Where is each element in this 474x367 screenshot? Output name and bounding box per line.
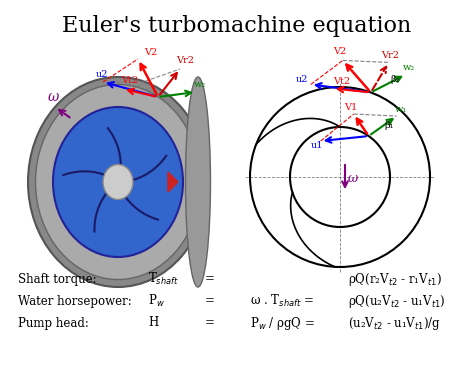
Text: Vr2: Vr2 [176,56,194,65]
Text: (u₂V$_{t2}$ - u₁V$_{t1}$)/g: (u₂V$_{t2}$ - u₁V$_{t1}$)/g [348,315,441,331]
Text: V2: V2 [333,47,346,57]
Text: ω: ω [348,172,358,185]
Ellipse shape [103,164,133,200]
Text: =: = [205,273,215,286]
Text: P$_w$ / ρgQ =: P$_w$ / ρgQ = [250,315,315,331]
Ellipse shape [53,107,183,257]
Ellipse shape [28,77,208,287]
Ellipse shape [185,77,210,287]
Text: ω: ω [48,90,59,104]
Text: P$_w$: P$_w$ [148,293,165,309]
Text: Pump head:: Pump head: [18,316,89,330]
Text: u2: u2 [96,70,109,79]
Text: =: = [205,294,215,308]
Text: w₂: w₂ [403,63,415,72]
Text: H: H [148,316,158,330]
Text: ρQ(u₂V$_{t2}$ - u₁V$_{t1}$): ρQ(u₂V$_{t2}$ - u₁V$_{t1}$) [348,292,446,309]
Text: ω . T$_{shaft}$ =: ω . T$_{shaft}$ = [250,293,314,309]
Text: β₂: β₂ [391,76,400,84]
Text: ρQ(r₂V$_{t2}$ - r₁V$_{t1}$): ρQ(r₂V$_{t2}$ - r₁V$_{t1}$) [348,270,442,287]
Text: T$_{shaft}$: T$_{shaft}$ [148,271,179,287]
Text: V1: V1 [344,103,357,112]
Text: Vr2: Vr2 [381,51,399,61]
Polygon shape [168,172,178,192]
Text: Euler's turbomachine equation: Euler's turbomachine equation [63,15,411,37]
Text: β₁: β₁ [385,121,394,130]
Text: Vt2: Vt2 [121,76,138,85]
Text: Shaft torque:: Shaft torque: [18,273,97,286]
Text: =: = [205,316,215,330]
Text: u1: u1 [310,141,323,150]
Text: w₂: w₂ [194,80,206,89]
Text: Water horsepower:: Water horsepower: [18,294,132,308]
Ellipse shape [36,84,201,280]
Text: V2: V2 [144,48,157,57]
Text: Vt2: Vt2 [333,77,350,86]
Text: u2: u2 [296,76,308,84]
Text: w₁: w₁ [395,105,407,114]
